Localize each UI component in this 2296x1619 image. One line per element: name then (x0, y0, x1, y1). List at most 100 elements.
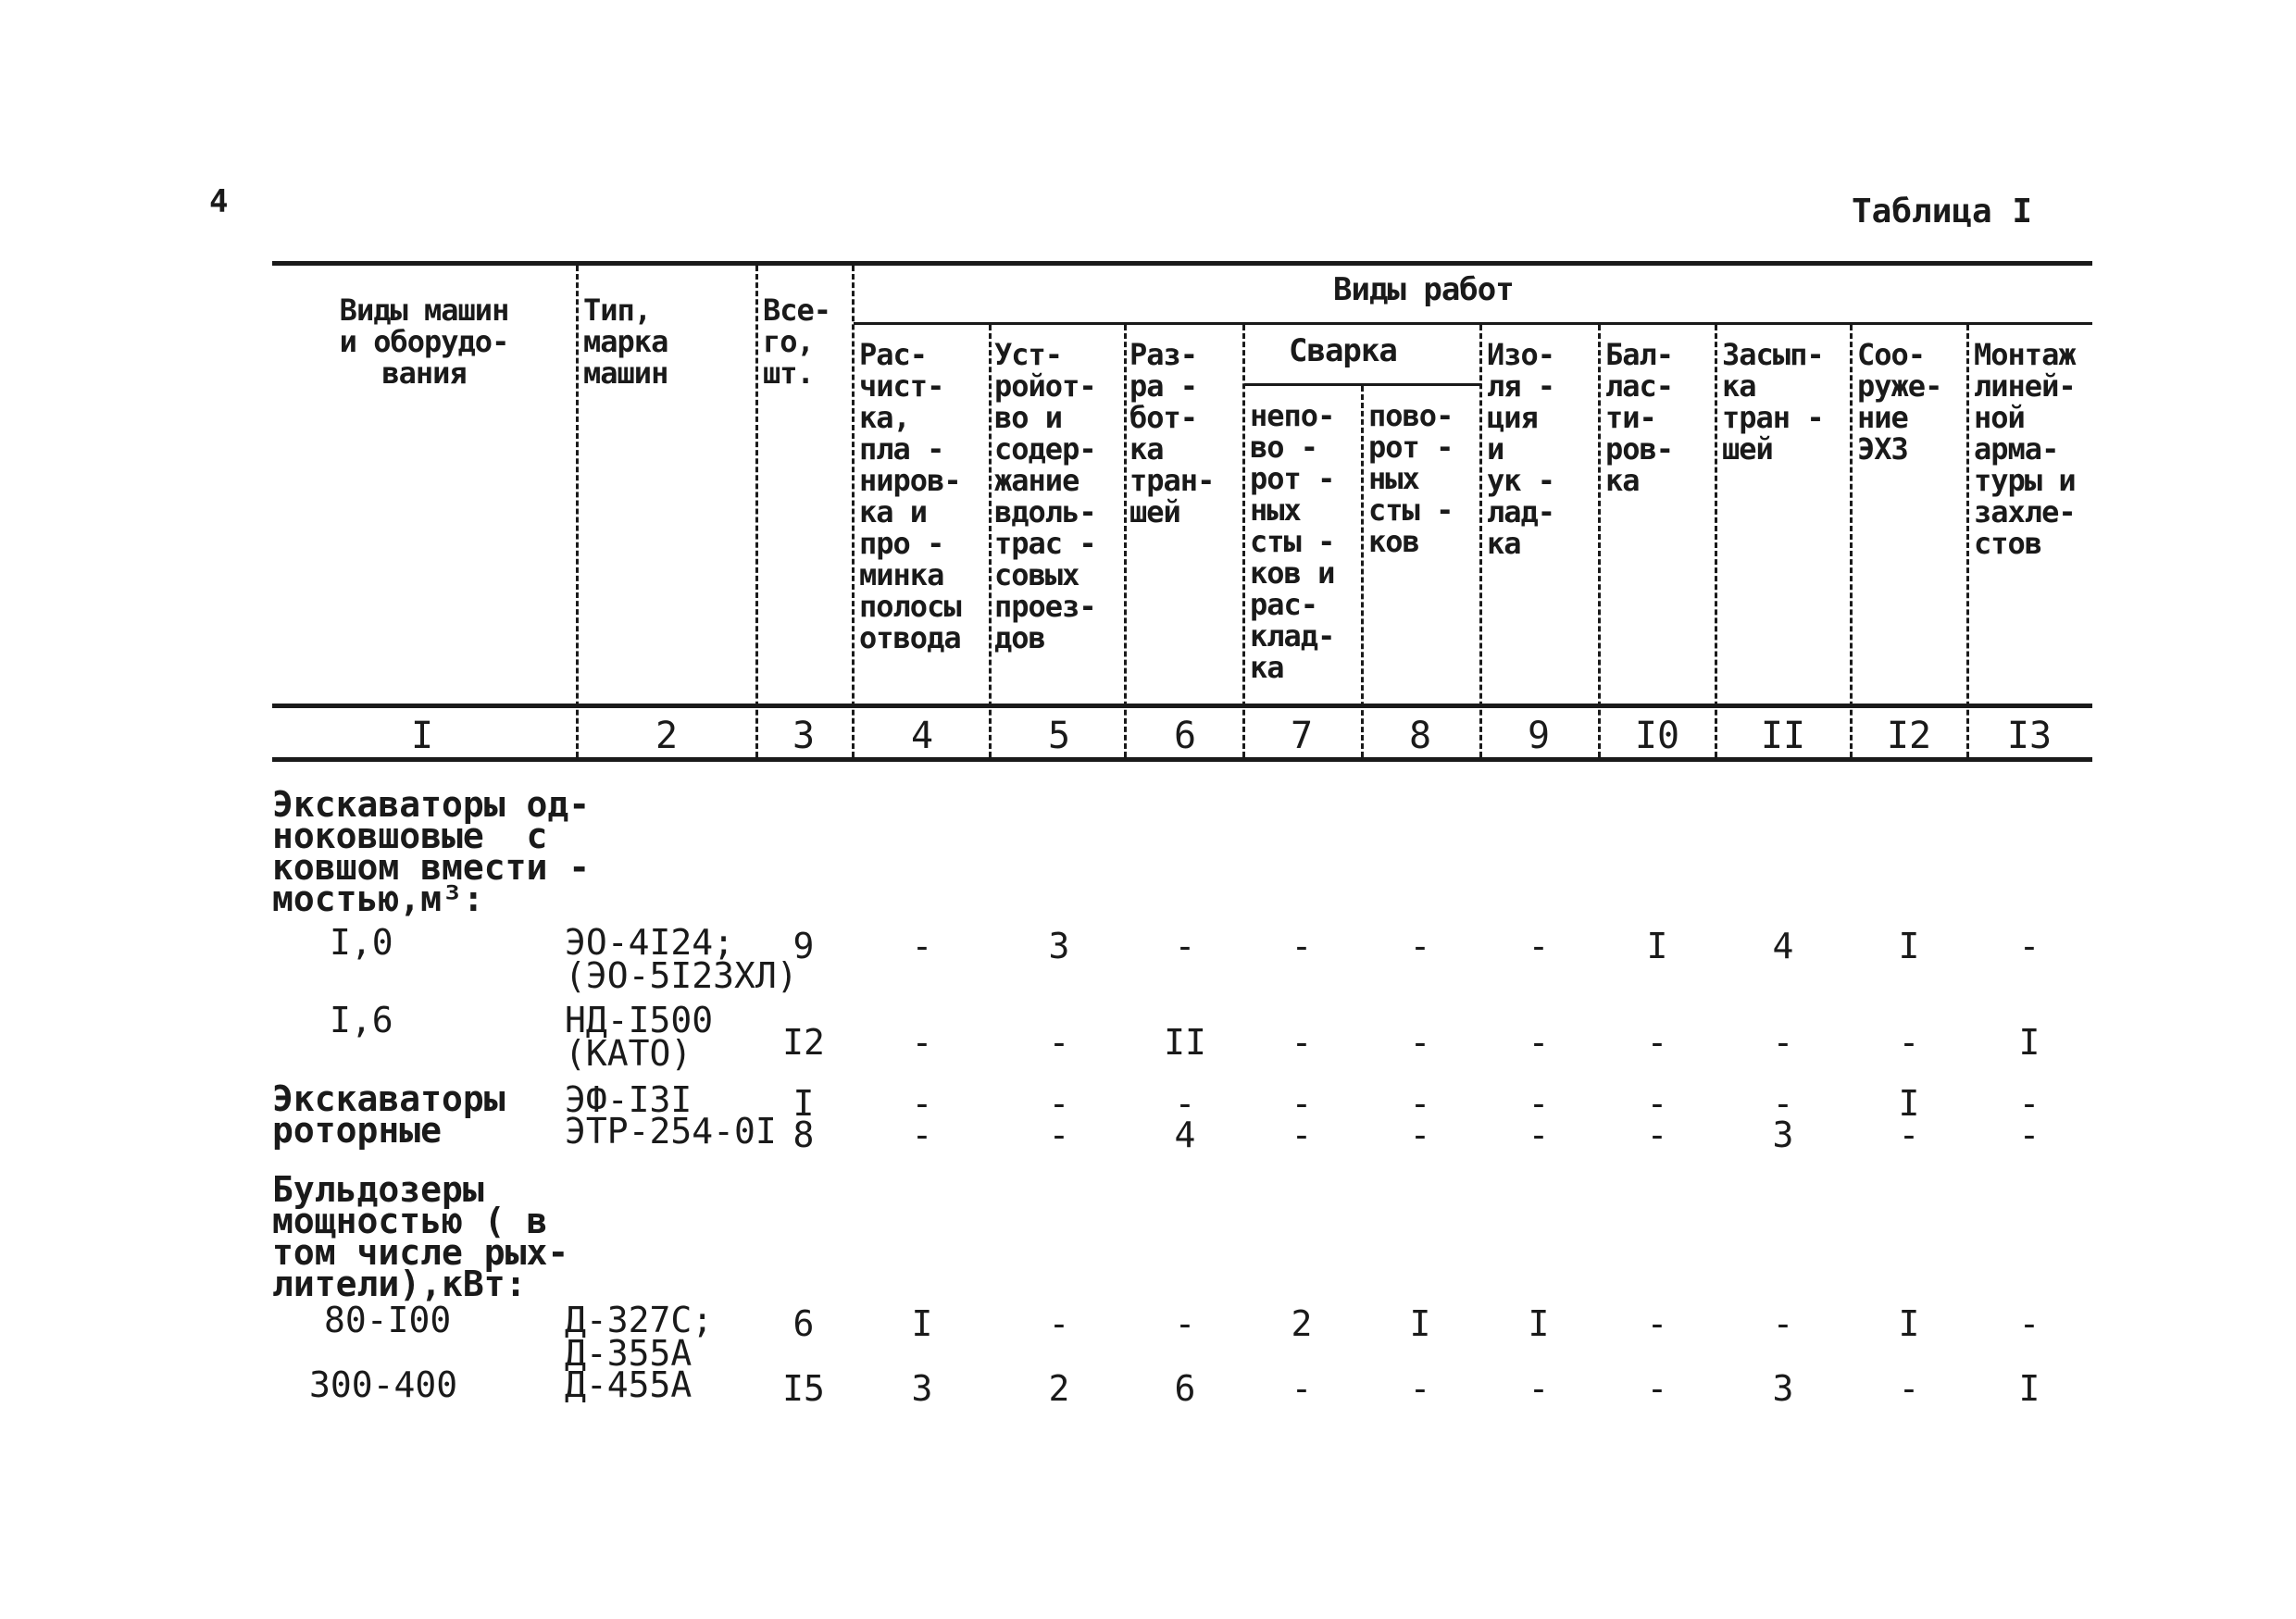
row-value: - (1291, 1083, 1313, 1124)
row-value: I (2018, 1368, 2040, 1409)
header-ecp: Соо- руже- ние ЭХЗ (1857, 337, 1942, 467)
row-value: - (1174, 1083, 1196, 1124)
row-value: I (1528, 1303, 1550, 1344)
header-total: Все- го, шт. (763, 293, 831, 391)
row-value: - (1898, 1022, 1920, 1063)
column-separator (1124, 325, 1127, 757)
header-machine-type: Тип, марка машин (583, 293, 668, 391)
row-value: - (1409, 1022, 1431, 1063)
row-type: ЭФ-I3I (565, 1079, 693, 1120)
header-trenching: Раз- ра - бот- ка тран- шей (1129, 337, 1215, 529)
group-label-excavators: Экскаваторы од- ноковшовые с ковшом вмес… (272, 784, 591, 919)
row-name: 300-400 (309, 1364, 458, 1405)
column-separator (1361, 386, 1364, 757)
row-value: 2 (1048, 1368, 1070, 1409)
row-type: Д-455А (565, 1364, 693, 1405)
row-value: I (1409, 1303, 1431, 1344)
column-number: 4 (910, 715, 934, 757)
row-value: - (1646, 1115, 1668, 1155)
row-value: 3 (1772, 1115, 1794, 1155)
row-value: 4 (1174, 1115, 1196, 1155)
column-separator (1598, 325, 1601, 757)
column-number: 7 (1290, 715, 1314, 757)
column-number: I (410, 715, 434, 757)
column-number: 6 (1173, 715, 1197, 757)
row-value: - (1409, 926, 1431, 966)
header-roads: Уст- ройот- во и содер- жание вдоль- тра… (994, 337, 1097, 655)
works-group-rule (854, 322, 2092, 325)
row-value: 8 (792, 1115, 815, 1155)
row-value: I2 (782, 1022, 825, 1063)
group-label-bulldozers: Бульдозеры мощностью ( в том числе рых- … (272, 1169, 569, 1304)
row-value: 3 (1048, 926, 1070, 966)
column-number: I3 (2006, 715, 2053, 757)
header-nonrotary-joints: непо- во - рот - ных сты - ков и рас- кл… (1250, 398, 1335, 685)
row-value: - (1048, 1303, 1070, 1344)
column-number: 3 (792, 715, 816, 757)
row-value: - (1174, 926, 1196, 966)
row-value: - (1409, 1115, 1431, 1155)
row-value: - (1291, 1368, 1313, 1409)
row-value: - (1048, 1022, 1070, 1063)
row-value: - (1528, 1115, 1550, 1155)
column-separator (1242, 325, 1245, 757)
row-value: - (1772, 1083, 1794, 1124)
header-bottom-rule (272, 704, 2092, 708)
header-clearing: Рас- чист- ка, пла - ниров- ка и про - м… (859, 337, 962, 655)
row-value: 2 (1291, 1303, 1313, 1344)
header-ballasting: Бал- лас- ти- ров- ка (1605, 337, 1674, 498)
header-welding-group: Сварка (1289, 332, 1398, 369)
row-value: 6 (1174, 1368, 1196, 1409)
column-number: I0 (1634, 715, 1680, 757)
column-separator (1966, 325, 1969, 757)
column-separator (1479, 325, 1482, 757)
row-value: - (1048, 1083, 1070, 1124)
column-numbers-rule (272, 757, 2092, 762)
row-value: - (911, 1115, 933, 1155)
row-value: II (1164, 1022, 1206, 1063)
column-number: 9 (1527, 715, 1551, 757)
row-value: - (1291, 1115, 1313, 1155)
row-value: - (1409, 1083, 1431, 1124)
header-backfill: Засып- ка тран - шей (1722, 337, 1825, 467)
column-separator (576, 266, 579, 757)
column-separator (852, 266, 855, 757)
header-machine-kinds: Виды машин и оборудо- вания (339, 293, 510, 391)
row-value: - (1646, 1368, 1668, 1409)
row-value: - (2018, 1083, 2040, 1124)
row-value: - (1291, 926, 1313, 966)
row-value: - (1772, 1303, 1794, 1344)
row-type: ЭО-4I24; (ЭО-5I23ХЛ) (565, 922, 798, 996)
row-value: - (1772, 1022, 1794, 1063)
row-name: роторные (272, 1110, 443, 1151)
row-value: - (911, 1083, 933, 1124)
row-value: 3 (911, 1368, 933, 1409)
row-value: - (1646, 1303, 1668, 1344)
row-value: - (1528, 926, 1550, 966)
row-value: I (1646, 926, 1668, 966)
row-value: - (1898, 1368, 1920, 1409)
row-name: I,0 (330, 922, 393, 963)
row-value: - (911, 926, 933, 966)
header-insulation: Изо- ля - ция и ук - лад- ка (1487, 337, 1555, 561)
row-value: - (1409, 1368, 1431, 1409)
welding-group-rule (1244, 383, 1481, 386)
row-value: - (1528, 1083, 1550, 1124)
column-separator (989, 325, 992, 757)
row-value: - (2018, 926, 2040, 966)
row-value: - (2018, 1303, 2040, 1344)
table-top-rule (272, 261, 2092, 266)
row-value: I (1898, 1083, 1920, 1124)
row-value: 9 (792, 926, 815, 966)
column-separator (1715, 325, 1717, 757)
row-value: - (1048, 1115, 1070, 1155)
row-type: НД-I500 (КАТО) (565, 1000, 714, 1074)
header-fittings: Монтаж линей- ной арма- туры и захле- ст… (1974, 337, 2077, 561)
row-name: 80-I00 (324, 1300, 452, 1340)
row-value: - (2018, 1115, 2040, 1155)
row-value: I5 (782, 1368, 825, 1409)
row-type: Д-327С; Д-355А (565, 1300, 714, 1374)
row-value: I (1898, 1303, 1920, 1344)
row-value: I (911, 1303, 933, 1344)
